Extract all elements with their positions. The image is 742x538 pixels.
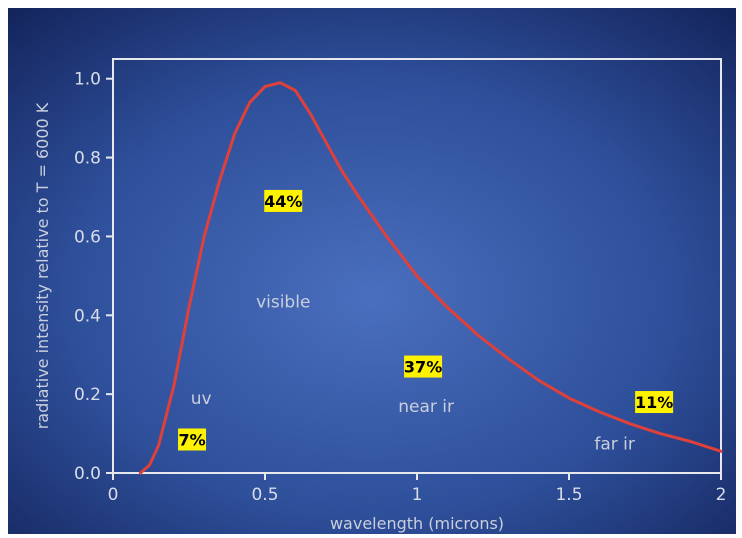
percent-label: 11% (635, 393, 673, 412)
x-axis-title: wavelength (microns) (330, 514, 504, 533)
band-labels: uv 7% visible 44% near ir 37% far ir 11% (178, 189, 674, 454)
percent-badge (635, 391, 674, 414)
percent-badge (264, 189, 303, 212)
axis-ticks: 0 0.5 1 1.5 2 0.0 0.2 0.4 0.6 0.8 1.0 (74, 70, 726, 505)
y-tick-label: 0.6 (74, 227, 101, 247)
y-tick-label: 0.4 (74, 306, 101, 326)
percent-badge (178, 428, 207, 451)
percent-badge (404, 355, 443, 378)
band-label-far-ir: far ir (594, 434, 635, 454)
x-tick-label: 0.5 (251, 485, 278, 505)
percent-label: 44% (264, 192, 302, 211)
band-label-visible: visible (256, 292, 310, 312)
percent-label: 37% (404, 358, 442, 377)
y-tick-label: 0.0 (74, 464, 101, 484)
percent-label: 7% (178, 430, 205, 449)
chart-background (8, 8, 736, 534)
y-axis-title: radiative intensity relative to T = 6000… (33, 102, 52, 429)
band-label-near-ir: near ir (398, 397, 454, 417)
x-tick-label: 1 (412, 485, 423, 505)
x-tick-label: 1.5 (555, 485, 582, 505)
x-tick-label: 0 (108, 485, 119, 505)
band-label-uv: uv (191, 389, 212, 409)
y-tick-label: 0.2 (74, 385, 101, 405)
y-tick-label: 1.0 (74, 70, 101, 90)
intensity-curve (138, 81, 723, 475)
y-tick-label: 0.8 (74, 149, 101, 169)
x-tick-label: 2 (716, 485, 727, 505)
